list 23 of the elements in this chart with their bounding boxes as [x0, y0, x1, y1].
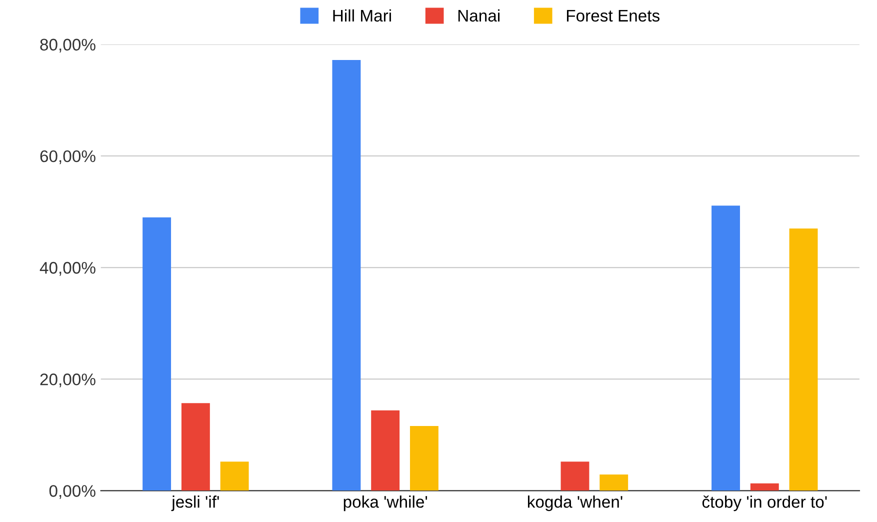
- bar: [712, 206, 740, 491]
- bar: [332, 60, 361, 491]
- bar: [371, 410, 400, 491]
- bar: [410, 426, 438, 491]
- y-tick-label: 20,00%: [40, 374, 96, 388]
- x-tick-label: kogda 'when': [528, 496, 622, 512]
- legend-label: Nanai: [458, 9, 500, 22]
- y-tick-label: 40,00%: [40, 262, 96, 276]
- bar: [789, 228, 818, 491]
- x-tick-label: jesli 'if': [171, 496, 219, 512]
- bar: [750, 483, 779, 491]
- y-tick-label: 80,00%: [40, 38, 96, 53]
- x-tick-label: poka 'while': [344, 496, 428, 512]
- y-tick-label: 60,00%: [40, 150, 96, 164]
- legend-label: Hill Mari: [333, 9, 391, 22]
- legend-label: Forest Enets: [566, 10, 660, 22]
- bar: [142, 217, 172, 491]
- bar: [560, 462, 590, 491]
- y-tick-label: 0,00%: [49, 485, 96, 499]
- bar: [600, 474, 628, 491]
- x-tick-label: čtoby 'in order to': [702, 496, 827, 512]
- bar: [220, 462, 249, 491]
- bar: [181, 403, 210, 491]
